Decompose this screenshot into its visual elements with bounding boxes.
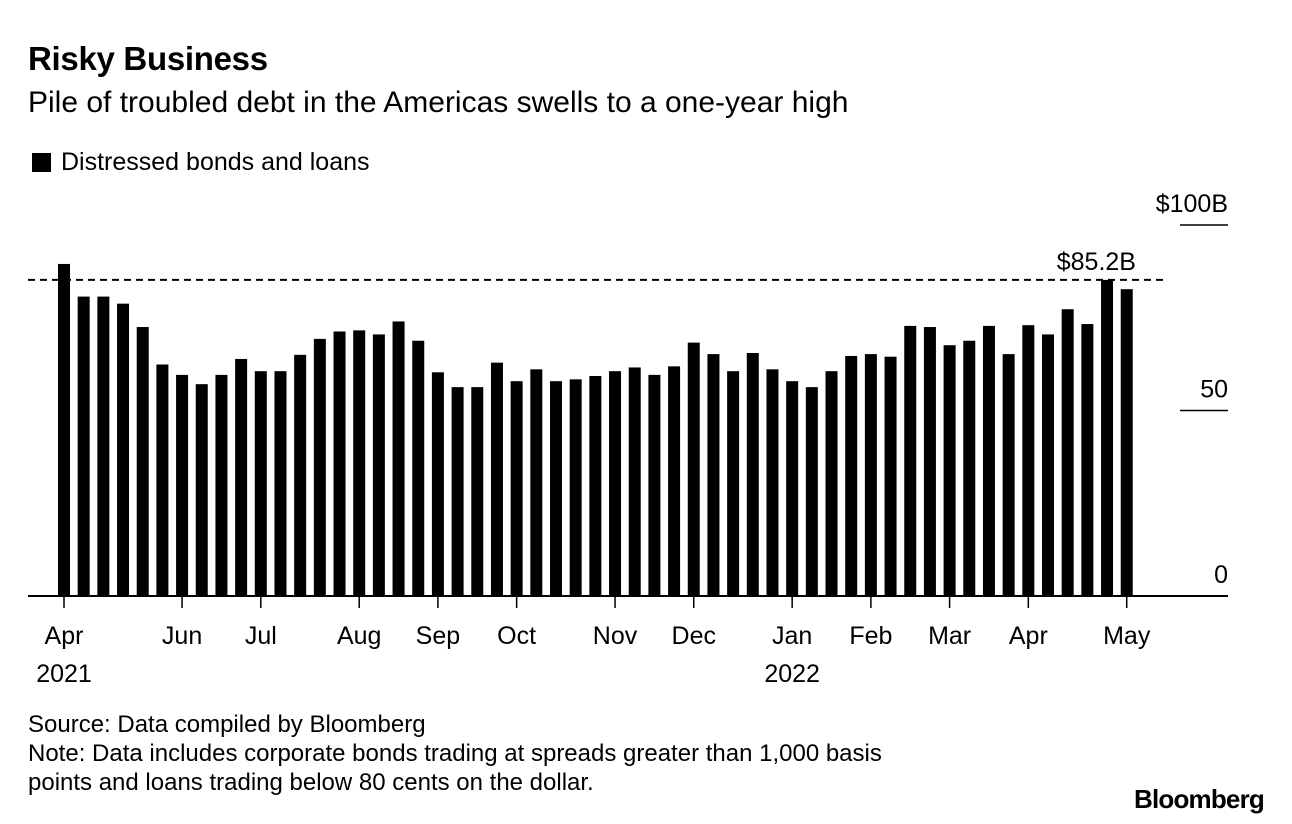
x-tick-label: Jun <box>162 622 202 650</box>
footer: Source: Data compiled by Bloomberg Note:… <box>28 710 1028 797</box>
x-tick-label: Jan <box>772 622 812 650</box>
bar <box>372 334 385 596</box>
x-tick-label: Apr <box>1009 622 1048 650</box>
x-tick-label: May <box>1103 622 1151 650</box>
bar <box>530 369 543 596</box>
bar <box>845 355 858 596</box>
bar <box>77 296 90 596</box>
bar <box>392 321 405 596</box>
bar <box>471 387 484 596</box>
bar <box>589 376 602 596</box>
x-tick-label: Feb <box>849 622 892 650</box>
bar <box>727 371 740 596</box>
bar <box>333 331 346 596</box>
y-tick-label: 0 <box>1214 561 1228 589</box>
legend: Distressed bonds and loans <box>32 148 370 177</box>
x-tick-label: Aug <box>337 622 381 650</box>
bar <box>510 381 523 596</box>
bar <box>1081 324 1094 596</box>
bar <box>943 345 956 596</box>
bar <box>1120 289 1133 596</box>
chart-title: Risky Business <box>28 40 268 77</box>
x-year-label: 2021 <box>36 660 92 688</box>
bar <box>97 296 110 596</box>
bar <box>609 371 622 596</box>
bar <box>215 374 228 596</box>
bar <box>982 325 995 596</box>
reference-label: $85.2B <box>1057 248 1136 276</box>
chart-subtitle: Pile of troubled debt in the Americas sw… <box>28 86 849 119</box>
bar <box>628 367 641 596</box>
bar <box>195 384 208 596</box>
bar <box>1101 279 1114 596</box>
bar <box>235 358 248 596</box>
legend-label: Distressed bonds and loans <box>61 148 370 176</box>
bar <box>766 369 779 596</box>
bar <box>176 374 189 596</box>
x-tick-label: Nov <box>593 622 638 650</box>
bar <box>156 364 169 596</box>
source-text: Source: Data compiled by Bloomberg <box>28 711 426 738</box>
x-year-label: 2022 <box>764 660 820 688</box>
bar <box>707 354 720 596</box>
bar <box>1022 325 1035 596</box>
bar <box>648 374 661 596</box>
bar <box>274 371 287 596</box>
bar <box>963 340 976 596</box>
bar <box>904 325 917 596</box>
y-tick-label: 50 <box>1200 376 1228 404</box>
bar <box>746 353 759 596</box>
x-tick-label: Sep <box>416 622 460 650</box>
x-tick-label: Apr <box>45 622 84 650</box>
bar <box>864 354 877 596</box>
bar <box>1042 334 1054 596</box>
bar <box>923 327 936 596</box>
bar <box>550 381 562 596</box>
bar <box>786 381 799 596</box>
bar <box>490 362 503 596</box>
bar <box>825 371 838 596</box>
bar <box>451 387 464 596</box>
bar <box>412 340 425 596</box>
bar-chart: $100B 50 0 Apr 2021 Jun Jul Aug Sep Oct Nov Dec Jan 2… <box>28 190 1228 688</box>
x-tick-label: Oct <box>497 622 536 650</box>
bar <box>254 371 267 596</box>
bar <box>117 303 130 596</box>
bar <box>431 372 444 596</box>
bar <box>353 330 366 596</box>
note-line-2: points and loans trading below 80 cents … <box>28 769 594 796</box>
note-line-1: Note: Data includes corporate bonds trad… <box>28 740 882 767</box>
bar <box>294 354 307 596</box>
bar <box>569 379 582 596</box>
bars-group <box>58 263 1133 596</box>
bloomberg-logo: Bloomberg <box>1133 784 1265 814</box>
x-tick-label: Jul <box>245 622 277 650</box>
bar <box>884 356 897 596</box>
bar <box>668 366 681 596</box>
legend-swatch <box>32 153 51 172</box>
axes-group: $100B 50 0 Apr 2021 Jun Jul Aug Sep Oct Nov Dec Jan 2… <box>28 190 1228 688</box>
bar <box>805 387 818 596</box>
bar <box>58 263 70 596</box>
x-tick-label: Dec <box>672 622 716 650</box>
bar <box>687 342 700 596</box>
bar <box>1061 309 1074 596</box>
bar <box>136 327 149 596</box>
bar <box>313 338 326 596</box>
bar <box>1002 354 1015 596</box>
x-tick-label: Mar <box>928 622 971 650</box>
y-tick-label: $100B <box>1156 190 1228 218</box>
